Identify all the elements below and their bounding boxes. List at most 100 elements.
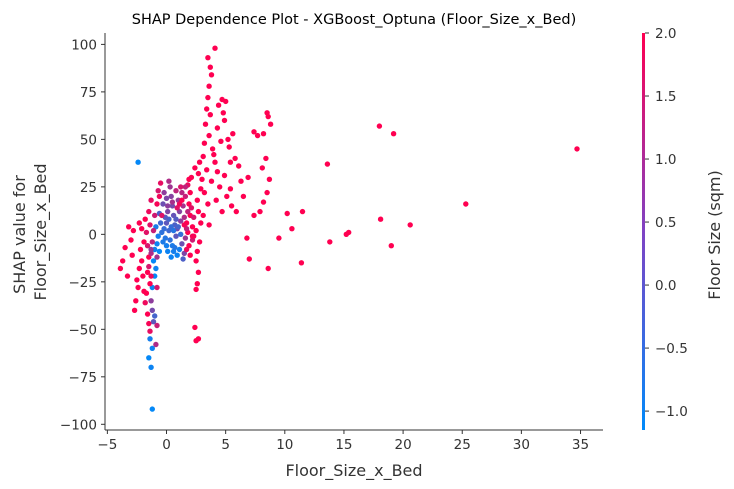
data-point <box>267 121 274 127</box>
data-point <box>129 252 135 258</box>
colorbar-tick-label: 1.5 <box>655 89 676 105</box>
data-point <box>124 273 131 279</box>
data-point <box>146 263 152 270</box>
data-point <box>178 231 184 237</box>
data-point <box>144 269 151 275</box>
data-point <box>215 102 222 108</box>
data-point <box>208 72 215 78</box>
data-point <box>207 112 213 118</box>
data-point <box>188 174 195 181</box>
data-point <box>195 170 202 177</box>
data-point <box>193 227 199 234</box>
data-point <box>156 248 163 255</box>
x-tick-label: 20 <box>394 437 411 453</box>
data-point <box>260 131 267 137</box>
y-axis-label-line-1: SHAP value for <box>10 175 29 294</box>
data-point <box>148 298 154 304</box>
data-point <box>142 300 148 306</box>
data-point <box>137 246 144 253</box>
data-point <box>174 252 180 258</box>
x-tick-label: 35 <box>572 437 589 453</box>
data-point <box>165 248 171 255</box>
data-point <box>224 193 230 200</box>
data-point <box>240 193 247 200</box>
y-axis-ticks: −100 −75 −50 −25 0 25 50 75 100 <box>60 37 105 433</box>
x-axis-ticks: −5 0 5 10 15 20 25 30 35 <box>97 430 589 453</box>
data-point <box>117 265 124 272</box>
data-point <box>144 243 151 249</box>
data-point <box>147 281 153 287</box>
data-point <box>141 288 147 294</box>
data-point <box>219 208 225 215</box>
data-point <box>388 243 394 249</box>
data-point <box>218 138 224 144</box>
data-point <box>194 248 200 255</box>
data-point <box>143 229 150 236</box>
data-point <box>149 406 155 412</box>
data-point <box>298 260 305 266</box>
data-point <box>199 176 205 182</box>
data-point <box>134 277 140 283</box>
data-point <box>173 233 179 239</box>
data-point <box>226 144 232 150</box>
data-point <box>154 284 160 291</box>
data-point <box>251 129 257 135</box>
data-point <box>154 322 160 329</box>
y-tick-label: 25 <box>80 180 97 196</box>
data-point <box>206 132 212 139</box>
x-tick-label: 10 <box>276 437 293 453</box>
data-point <box>206 222 212 228</box>
y-tick-label: 75 <box>80 85 97 101</box>
data-point <box>195 208 202 215</box>
data-point <box>276 235 282 241</box>
data-point <box>152 212 158 219</box>
data-point <box>284 210 290 217</box>
data-point <box>201 189 208 196</box>
data-point <box>206 83 212 89</box>
data-point <box>182 235 189 241</box>
data-point <box>144 311 151 317</box>
data-point <box>136 265 142 272</box>
data-point <box>146 320 152 327</box>
data-point <box>246 256 252 262</box>
data-point <box>154 254 160 260</box>
data-point <box>163 195 170 201</box>
data-point <box>200 212 206 219</box>
data-point <box>153 341 159 348</box>
data-point <box>193 286 199 293</box>
x-tick-label: 0 <box>162 437 171 453</box>
data-point <box>160 201 166 207</box>
data-point <box>178 184 184 190</box>
data-point <box>154 201 160 207</box>
colorbar-tick-label: 0.0 <box>655 278 676 294</box>
data-point <box>225 136 231 143</box>
data-point <box>147 328 153 334</box>
data-point <box>149 307 155 313</box>
data-point <box>193 258 199 264</box>
data-point <box>221 172 228 179</box>
data-point <box>169 203 176 209</box>
data-point <box>198 186 204 192</box>
data-point <box>154 241 160 247</box>
x-tick-label: −5 <box>97 437 117 453</box>
data-point <box>168 254 174 260</box>
data-point <box>148 364 154 370</box>
data-point <box>205 94 211 101</box>
data-point <box>153 265 159 272</box>
data-point <box>167 237 173 243</box>
data-point <box>128 237 134 243</box>
data-point <box>179 241 185 247</box>
data-point <box>209 146 216 152</box>
data-point <box>390 131 397 137</box>
data-point <box>238 178 244 184</box>
y-axis-label: SHAP value for Floor_Size_x_Bed <box>10 163 51 300</box>
colorbar-tick-label: 1.0 <box>655 152 676 168</box>
colorbar-tick-label: −0.5 <box>655 341 688 357</box>
data-point <box>181 214 187 220</box>
data-point <box>188 205 195 211</box>
data-point <box>198 220 204 226</box>
data-point <box>207 64 213 70</box>
y-tick-label: −50 <box>69 322 98 338</box>
data-point <box>220 110 226 116</box>
